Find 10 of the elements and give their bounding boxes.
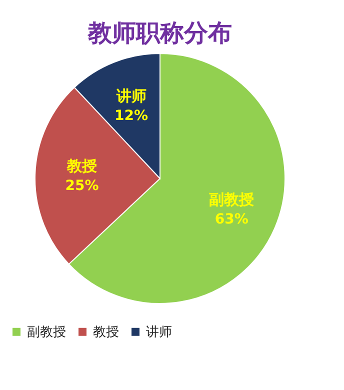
- slice-label: 教授: [66, 157, 98, 176]
- data-label: 25%: [65, 178, 99, 194]
- slice-label: 副教授: [209, 190, 254, 208]
- legend-label: 讲师: [146, 324, 172, 340]
- legend-label: 副教授: [27, 324, 66, 340]
- legend-label: 教授: [93, 324, 119, 340]
- slice-label: 讲师: [115, 86, 146, 105]
- data-label: 12%: [114, 108, 148, 124]
- chart-title: 教师职称分布: [87, 19, 232, 47]
- data-label: 63%: [214, 211, 248, 228]
